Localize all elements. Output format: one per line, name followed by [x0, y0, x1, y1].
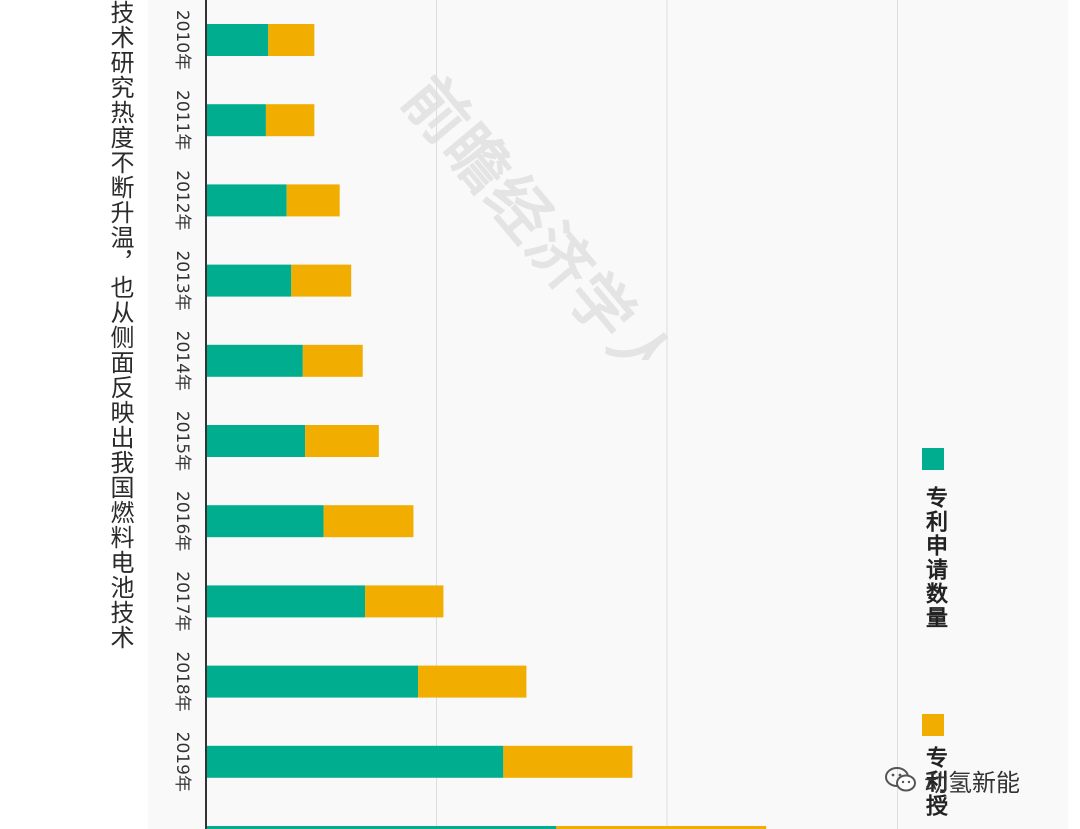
bar-grants-2011年	[265, 104, 315, 137]
legend: 专利申请数量 专利授	[916, 440, 956, 829]
category-label-2019年: 2019年	[172, 732, 192, 792]
side-caption-text: 技术研究热度不断升温，也从侧面反映出我国燃料电池技术	[106, 0, 134, 650]
legend-swatch-grants	[922, 714, 944, 736]
bar-applications-2010年	[206, 24, 269, 56]
category-label-2014年: 2014年	[172, 331, 192, 391]
bar-grants-2015年	[305, 425, 379, 457]
category-label-2015年: 2015年	[172, 411, 192, 471]
bar-grants-2010年	[268, 24, 315, 56]
category-label-2016年: 2016年	[172, 491, 192, 551]
bar-applications-2019年	[206, 745, 504, 778]
bar-applications-2014年	[206, 344, 303, 377]
bar-applications-2016年	[206, 505, 324, 538]
bar-applications-2015年	[206, 425, 306, 457]
bar-grants-2013年	[291, 264, 352, 297]
category-label-2013年: 2013年	[172, 250, 192, 310]
wechat-icon	[885, 767, 916, 792]
bar-applications-2018年	[206, 665, 419, 698]
brand-badge: 动氢新能	[884, 762, 1020, 798]
category-label-2017年: 2017年	[172, 571, 192, 631]
bar-grants-2016年	[323, 505, 414, 538]
bar-grants-2017年	[365, 585, 444, 618]
category-label-2012年: 2012年	[172, 170, 192, 230]
bar-grants-2019年	[503, 745, 633, 778]
bar-grants-2012年	[286, 184, 340, 217]
category-label-2010年: 2010年	[172, 10, 192, 70]
legend-label-grants: 专利授	[922, 746, 947, 818]
bar-grants-2020年	[556, 826, 767, 829]
bar-applications-2017年	[206, 585, 366, 618]
category-label-2018年: 2018年	[172, 651, 192, 711]
legend-label-applications: 专利申请数量	[922, 486, 947, 630]
bar-grants-2014年	[302, 344, 363, 377]
bar-applications-2012年	[206, 184, 287, 217]
bar-grants-2018年	[418, 665, 527, 698]
brand-name: 动氢新能	[924, 768, 1020, 797]
bar-applications-2011年	[206, 104, 266, 137]
bar-applications-2020年	[206, 826, 557, 829]
legend-swatch-applications	[922, 448, 944, 470]
bar-applications-2013年	[206, 264, 292, 297]
category-label-2011年: 2011年	[172, 90, 192, 150]
